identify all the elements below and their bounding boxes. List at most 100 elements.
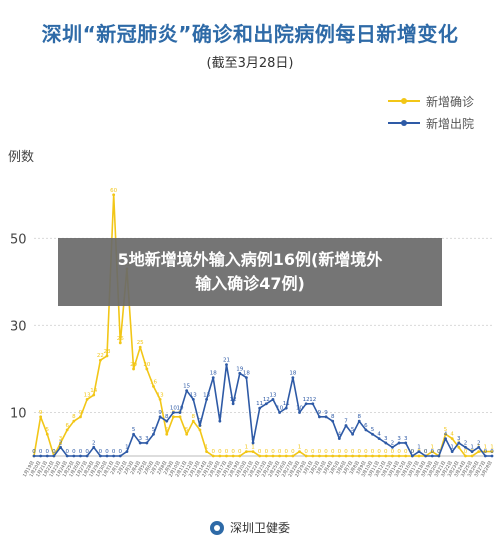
legend-label-confirmed: 新增确诊: [426, 94, 475, 109]
series-line-discharged: [34, 363, 492, 457]
point-confirmed: [245, 450, 248, 454]
data-label-confirmed: 0: [371, 449, 375, 455]
point-confirmed: [45, 432, 49, 436]
point-confirmed: [324, 454, 328, 458]
point-confirmed: [185, 432, 189, 436]
point-confirmed: [417, 454, 421, 458]
point-discharged: [65, 454, 69, 458]
health-commission-logo-icon: [209, 520, 224, 535]
point-confirmed: [430, 450, 434, 454]
point-discharged: [211, 376, 215, 380]
point-discharged: [337, 437, 341, 440]
point-discharged: [377, 437, 381, 440]
point-confirmed: [198, 428, 202, 432]
data-label-discharged: 13: [190, 392, 197, 398]
point-confirmed: [450, 437, 454, 440]
data-label-confirmed: 0: [52, 449, 56, 455]
point-confirmed: [231, 454, 235, 458]
data-label-discharged: 3: [145, 436, 149, 442]
data-label-confirmed: 0: [284, 449, 288, 455]
point-confirmed: [238, 454, 242, 458]
data-label-confirmed: 0: [32, 449, 36, 455]
point-discharged: [318, 415, 321, 419]
data-label-discharged: 7: [344, 419, 348, 425]
point-discharged: [152, 432, 155, 436]
point-discharged: [351, 432, 355, 436]
point-discharged: [278, 411, 281, 414]
point-discharged: [231, 402, 235, 406]
point-discharged: [490, 454, 494, 458]
source-footer: 深圳卫健委: [0, 519, 500, 536]
point-discharged: [191, 398, 195, 401]
data-label-confirmed: 22: [97, 353, 104, 359]
point-discharged: [284, 406, 288, 410]
data-label-confirmed: 3: [59, 436, 63, 442]
point-confirmed: [264, 454, 268, 458]
source-label: 深圳卫健委: [229, 521, 290, 535]
point-confirmed: [371, 454, 374, 458]
point-confirmed: [464, 454, 467, 458]
point-confirmed: [284, 454, 288, 458]
data-label-confirmed: 26: [117, 336, 124, 342]
point-discharged: [52, 454, 56, 458]
point-confirmed: [490, 450, 494, 454]
data-label-discharged: 13: [269, 392, 276, 398]
data-label-discharged: 4: [338, 432, 342, 438]
legend-item-confirmed: 新增确诊: [388, 90, 474, 112]
data-label-discharged: 6: [364, 423, 368, 429]
data-label-confirmed: 0: [411, 449, 415, 455]
data-label-discharged: 2: [464, 440, 468, 446]
point-confirmed: [98, 358, 102, 362]
data-label-discharged: 4: [444, 432, 448, 438]
point-discharged: [264, 402, 268, 406]
data-label-confirmed: 8: [192, 414, 196, 420]
point-discharged: [391, 445, 394, 449]
data-label-confirmed: 0: [424, 449, 428, 455]
point-confirmed: [225, 454, 228, 458]
point-discharged: [39, 454, 43, 458]
data-label-discharged: 10: [296, 405, 303, 411]
data-label-confirmed: 16: [150, 379, 157, 385]
point-discharged: [417, 450, 421, 454]
data-label-discharged: 1: [450, 445, 454, 451]
point-confirmed: [470, 454, 474, 458]
data-label-confirmed: 5: [165, 427, 169, 433]
data-label-confirmed: 0: [331, 449, 335, 455]
point-confirmed: [132, 367, 135, 371]
point-discharged: [132, 432, 135, 436]
point-discharged: [125, 450, 129, 454]
point-confirmed: [331, 454, 335, 458]
point-discharged: [331, 419, 335, 423]
data-label-discharged: 2: [59, 440, 63, 446]
y-tick-label: 30: [10, 319, 27, 334]
data-label-discharged: 18: [243, 371, 250, 377]
point-discharged: [112, 454, 116, 458]
point-discharged: [397, 441, 401, 445]
data-label-confirmed: 0: [338, 449, 342, 455]
data-label-confirmed: 13: [157, 392, 164, 398]
banner-line-1: 5地新增境外输入病例16例(新增境外: [117, 250, 383, 269]
data-label-confirmed: 0: [357, 449, 361, 455]
data-label-confirmed: 9: [79, 410, 83, 416]
point-discharged: [410, 454, 414, 458]
data-label-confirmed: 0: [364, 449, 368, 455]
point-confirmed: [404, 454, 408, 458]
point-discharged: [205, 398, 208, 401]
point-confirmed: [318, 454, 321, 458]
data-label-discharged: 0: [79, 449, 83, 455]
point-discharged: [92, 445, 96, 449]
data-label-confirmed: 0: [211, 449, 215, 455]
data-label-discharged: 5: [351, 427, 355, 433]
point-discharged: [384, 441, 388, 445]
point-discharged: [450, 450, 454, 454]
point-confirmed: [444, 432, 447, 436]
point-confirmed: [145, 367, 149, 371]
point-confirmed: [384, 454, 388, 458]
point-confirmed: [218, 454, 222, 458]
point-discharged: [470, 450, 474, 454]
point-confirmed: [397, 454, 401, 458]
legend-item-discharged: 新增出院: [388, 112, 474, 134]
point-confirmed: [351, 454, 355, 458]
point-discharged: [258, 406, 262, 410]
